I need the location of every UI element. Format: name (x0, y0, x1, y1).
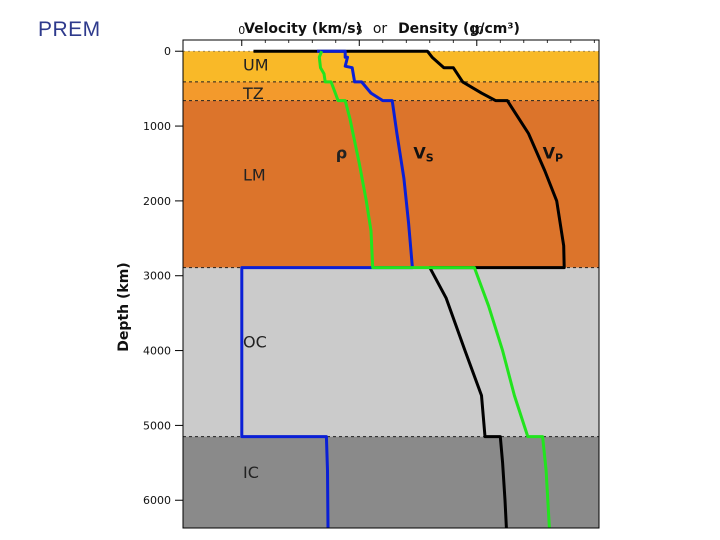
y-tick-label-4000: 4000 (143, 345, 171, 358)
series-label-vs: VS (413, 143, 433, 164)
title-or: or (373, 21, 388, 37)
title-density: Density (g/cm³) (398, 21, 520, 37)
series-vs (240, 49, 414, 529)
y-tick-label-1000: 1000 (143, 120, 171, 133)
layer-boundaries (183, 50, 599, 438)
axes (182, 39, 600, 529)
series-label-density: ρ (336, 143, 347, 162)
chart-title: Velocity (km/s) or Density (g/cm³) (244, 21, 520, 37)
series-density (317, 50, 551, 529)
x-tick-label-5: 5 (356, 24, 363, 37)
layer-label-tz: TZ (242, 84, 264, 103)
y-axis-title: Depth (km) (116, 262, 132, 351)
layer-band-lm (183, 100, 599, 268)
layer-band-tz (183, 81, 599, 101)
y-tick-label-6000: 6000 (143, 494, 171, 507)
layer-band-um (183, 51, 599, 82)
layer-label-um: UM (243, 56, 269, 75)
y-tick-label-2000: 2000 (143, 195, 171, 208)
x-tick-label-10: 10 (470, 24, 484, 37)
y-tick-label-5000: 5000 (143, 419, 171, 432)
slide-title: PREM (38, 18, 101, 41)
layer-label-ic: IC (243, 463, 259, 482)
layer-band-ic (183, 436, 599, 528)
labels: UM TZ LM OC IC VP VS ρ (242, 56, 563, 482)
x-tick-label-0: 0 (238, 24, 245, 37)
layer-bands (183, 51, 599, 528)
y-tick-label-0: 0 (164, 45, 171, 58)
title-velocity: Velocity (km/s) (244, 21, 362, 37)
y-tick-label-3000: 3000 (143, 270, 171, 283)
plot-frame (182, 39, 600, 529)
series-lines (240, 49, 566, 529)
layer-label-oc: OC (243, 333, 267, 352)
ticks: 0 5 10 0 1000 2000 3000 4000 5000 6000 (143, 24, 595, 507)
layer-label-lm: LM (243, 166, 266, 185)
series-label-vp: VP (543, 143, 563, 164)
layer-band-oc (183, 267, 599, 437)
series-vp (253, 49, 566, 529)
